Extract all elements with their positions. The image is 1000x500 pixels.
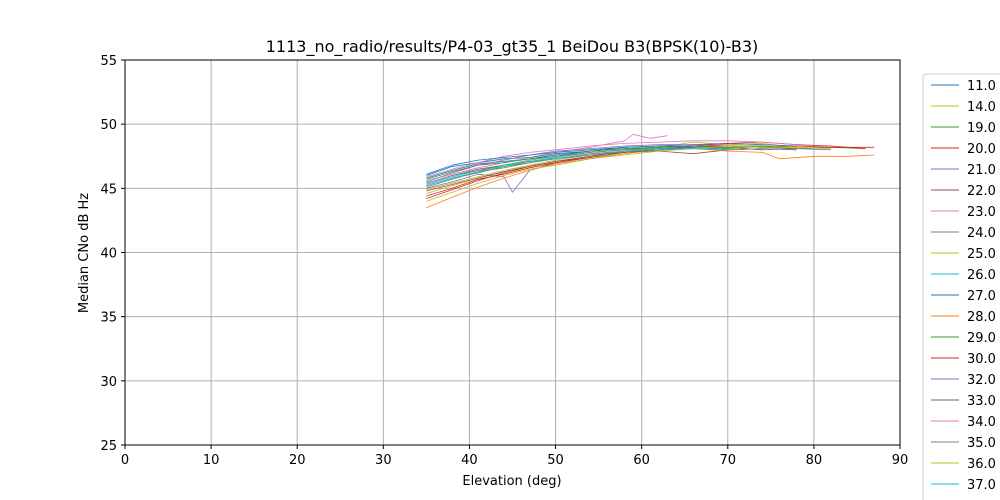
legend: 11.0 14.0 19.0 20.0 21.0 22.0 23.0 24.0 25.0 26.0… [922,73,1000,500]
x-tick-label: 60 [633,453,650,468]
y-tick-label: 25 [100,439,117,454]
x-tick-label: 70 [720,453,737,468]
y-axis-label: Median CNo dB Hz [77,193,92,313]
x-tick-label: 40 [461,453,478,468]
x-tick-label: 30 [375,453,392,468]
x-tick-label: 90 [892,453,909,468]
legend-label: 34.0 [967,415,996,430]
legend-label: 27.0 [967,289,996,304]
x-tick-label: 20 [289,453,306,468]
legend-label: 14.0 [967,100,996,115]
chart-title: 1113_no_radio/results/P4-03_gt35_1 BeiDo… [266,37,759,57]
series-line-36.0 [426,145,797,202]
legend-label: 11.0 [967,79,996,94]
axis-ticks: 0 10 20 30 40 50 60 70 80 90 25 30 35 40 45 50 55 [100,54,908,468]
y-tick-label: 50 [100,118,117,133]
legend-label: 25.0 [967,247,996,262]
series-line-41.0 [426,145,694,175]
legend-label: 35.0 [967,436,996,451]
y-tick-label: 55 [100,54,117,69]
y-tick-label: 30 [100,375,117,390]
x-axis-label: Elevation (deg) [462,474,561,489]
y-tick-label: 45 [100,182,117,197]
x-tick-label: 80 [806,453,823,468]
legend-label: 19.0 [967,121,996,136]
series-line-37.0 [426,148,728,187]
legend-label: 26.0 [967,268,996,283]
series-line-35.0 [426,146,832,184]
series-line-32.0 [426,144,728,183]
legend-label: 24.0 [967,226,996,241]
x-tick-label: 10 [203,453,220,468]
series-lines [426,133,875,208]
legend-label: 30.0 [967,352,996,367]
series-line-28.0 [426,148,875,208]
series-line-34.0 [426,140,797,178]
x-tick-label: 50 [547,453,564,468]
legend-label: 20.0 [967,142,996,157]
legend-label: 22.0 [967,184,996,199]
legend-label: 33.0 [967,394,996,409]
x-tick-label: 0 [121,453,129,468]
y-tick-label: 40 [100,247,117,262]
legend-label: 29.0 [967,331,996,346]
legend-label: 32.0 [967,373,996,388]
legend-label: 28.0 [967,310,996,325]
legend-label: 36.0 [967,457,996,472]
legend-label: 37.0 [967,478,996,493]
legend-box [922,73,1000,500]
legend-label: 21.0 [967,163,996,178]
legend-label: 23.0 [967,205,996,220]
y-tick-label: 35 [100,311,117,326]
